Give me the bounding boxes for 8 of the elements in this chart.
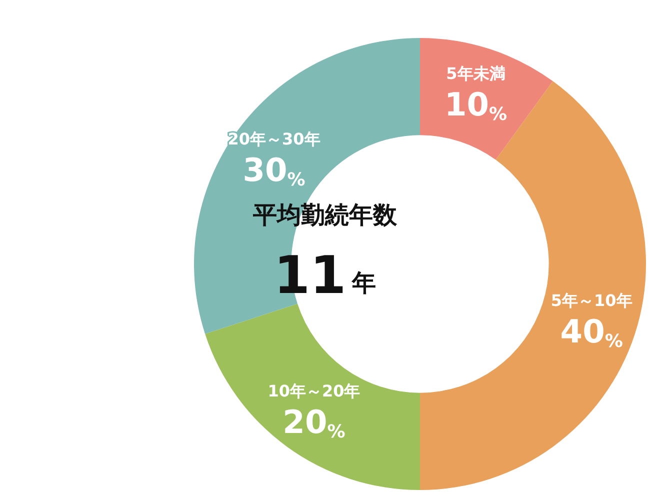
slice-label: 5年未満 [446,64,506,83]
data-label: 20% [282,402,346,442]
data-label: 10% [444,85,508,125]
slice-label: 5年～10年 [550,291,632,310]
data-label: 40% [560,312,623,352]
data-label: 30% [242,150,306,190]
slice-label: 10年～20年 [268,381,360,400]
text: 平均勤続年数 [252,201,398,229]
